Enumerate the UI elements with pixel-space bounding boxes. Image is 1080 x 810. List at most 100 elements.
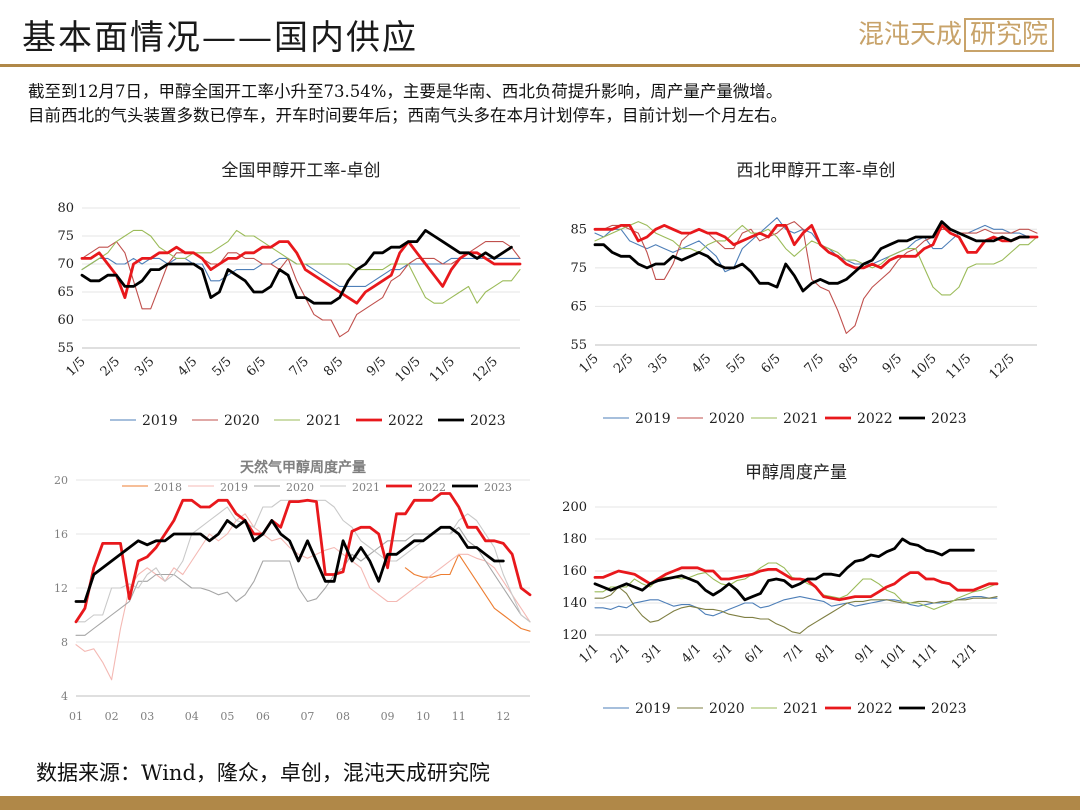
x-tick-label: 5/1 [710, 641, 735, 666]
chart-title: 天然气甲醇周度产量 [240, 459, 366, 476]
legend-label: 2022 [857, 701, 893, 717]
series-line-2022 [80, 240, 522, 305]
x-tick-label: 4/5 [689, 351, 714, 376]
x-tick-label: 12/5 [987, 351, 1018, 382]
y-tick-label: 200 [562, 500, 587, 515]
legend-label: 2018 [154, 481, 182, 494]
y-tick-label: 80 [57, 201, 74, 216]
x-tick-label: 3/5 [646, 351, 671, 376]
y-tick-label: 55 [570, 338, 587, 353]
summary-line-1: 截至到12月7日，甲醇全国开工率小升至73.54%，主要是华南、西北负荷提升影响… [28, 82, 783, 101]
x-tick-label: 06 [256, 710, 270, 723]
y-tick-label: 4 [61, 690, 68, 703]
y-tick-label: 8 [61, 636, 68, 649]
y-tick-label: 180 [562, 532, 587, 547]
series-line-2020 [594, 586, 998, 634]
x-tick-label: 11/1 [910, 641, 941, 672]
legend-label: 2022 [418, 481, 446, 494]
series-line-2020 [81, 241, 521, 338]
chart-title: 甲醇周度产量 [745, 463, 847, 483]
x-tick-label: 3/5 [132, 354, 157, 379]
x-tick-label: 4/1 [679, 641, 704, 666]
x-tick-label: 9/5 [364, 354, 389, 379]
legend-label: 2021 [783, 411, 819, 427]
brand-box: 研究院 [963, 18, 1054, 52]
y-tick-label: 12 [54, 582, 68, 595]
legend-label: 2023 [484, 481, 512, 494]
legend-label: 2023 [931, 701, 967, 717]
series-line-2023 [80, 229, 513, 305]
x-tick-label: 09 [381, 710, 395, 723]
x-tick-label: 05 [220, 710, 234, 723]
x-tick-label: 10/5 [393, 354, 424, 385]
y-tick-label: 55 [57, 341, 74, 356]
summary-text: 截至到12月7日，甲醇全国开工率小升至73.54%，主要是华南、西北负荷提升影响… [28, 80, 1058, 128]
legend-label: 2021 [306, 413, 342, 429]
legend-label: 2021 [783, 701, 819, 717]
x-tick-label: 10/1 [878, 641, 909, 672]
legend-label: 2023 [470, 413, 506, 429]
footer-bar [0, 796, 1080, 810]
x-tick-label: 9/5 [880, 351, 905, 376]
legend-label: 2019 [220, 481, 248, 494]
x-tick-label: 3/1 [639, 641, 664, 666]
series-line-2020 [594, 221, 1038, 334]
x-tick-label: 5/5 [724, 351, 749, 376]
y-tick-label: 70 [57, 257, 74, 272]
series-line-2022 [593, 224, 1039, 270]
y-tick-label: 16 [54, 528, 68, 541]
x-tick-label: 7/5 [287, 354, 312, 379]
legend-label: 2019 [635, 701, 671, 717]
x-tick-label: 11/5 [943, 351, 974, 382]
x-tick-label: 03 [140, 710, 154, 723]
legend-label: 2020 [709, 701, 745, 717]
y-tick-label: 120 [562, 628, 587, 643]
page-title: 基本面情况——国内供应 [22, 18, 418, 58]
x-tick-label: 12/1 [949, 641, 980, 672]
header-rule [0, 64, 1080, 67]
y-tick-label: 85 [570, 222, 587, 237]
x-tick-label: 6/5 [758, 351, 783, 376]
legend-label: 2019 [635, 411, 671, 427]
x-tick-label: 2/5 [611, 351, 636, 376]
legend-label: 2021 [352, 481, 380, 494]
x-tick-label: 8/5 [836, 351, 861, 376]
x-tick-label: 02 [105, 710, 119, 723]
x-tick-label: 1/5 [576, 351, 601, 376]
legend-label: 2022 [388, 413, 424, 429]
legend-label: 2020 [224, 413, 260, 429]
series-line-2021 [75, 499, 531, 623]
series-line-2018 [404, 553, 531, 632]
y-tick-label: 65 [570, 299, 587, 314]
brand-script: 混沌天成 [857, 20, 962, 50]
x-tick-label: 04 [185, 710, 199, 723]
x-tick-label: 12 [496, 710, 510, 723]
x-tick-label: 01 [69, 710, 83, 723]
x-tick-label: 1/1 [576, 641, 601, 666]
chart-gas: 天然气甲醇周度产量 4 8 12 16 20 01 02 03 04 05 06 07 08 09 10 11 1… [54, 459, 532, 723]
series-line-2023 [74, 519, 505, 603]
x-tick-label: 5/5 [209, 354, 234, 379]
legend-label: 2022 [857, 411, 893, 427]
x-tick-label: 8/5 [321, 354, 346, 379]
y-tick-label: 75 [570, 261, 587, 276]
x-tick-label: 11 [452, 710, 466, 723]
summary-line-2: 目前西北的气头装置多数已停车，开车时间要年后；西南气头多在本月计划停车，目前计划… [28, 106, 787, 125]
legend-label: 2020 [709, 411, 745, 427]
series-line-2021 [594, 221, 1038, 296]
x-tick-label: 10 [416, 710, 430, 723]
chart-title: 西北甲醇开工率-卓创 [736, 161, 895, 181]
x-tick-label: 6/5 [244, 354, 269, 379]
x-tick-label: 2/1 [608, 641, 633, 666]
y-tick-label: 140 [562, 596, 587, 611]
x-tick-label: 7/1 [781, 641, 806, 666]
series-line-2023 [593, 220, 1030, 293]
x-tick-label: 9/1 [852, 641, 877, 666]
x-tick-label: 7/5 [802, 351, 827, 376]
y-tick-label: 160 [562, 564, 587, 579]
y-tick-label: 75 [57, 229, 74, 244]
x-tick-label: 2/5 [98, 354, 123, 379]
x-tick-label: 1/5 [63, 354, 88, 379]
series-line-2019 [594, 596, 998, 617]
y-tick-label: 60 [57, 313, 74, 328]
